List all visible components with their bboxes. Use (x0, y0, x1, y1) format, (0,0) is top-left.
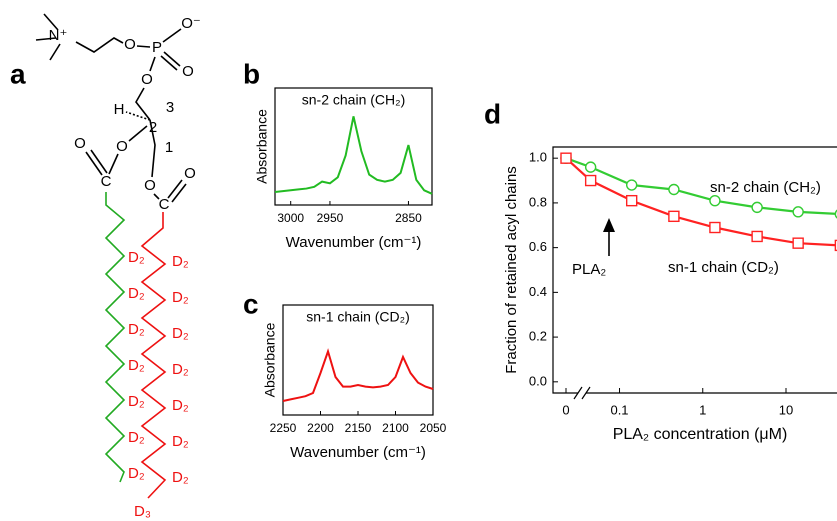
deuterium-label: D₂ (172, 325, 189, 342)
deuterium-label: D₃ (134, 503, 151, 520)
deuterium-label: D₂ (128, 321, 145, 338)
x-axis-label: Wavenumber (cm⁻¹) (286, 234, 422, 251)
x-tick-label: 2050 (420, 421, 447, 435)
panel-letter: c (243, 288, 259, 319)
axis-break (581, 386, 591, 400)
x-tick-label: 0.1 (610, 402, 628, 417)
deuterium-label: D₂ (172, 289, 189, 306)
x-tick-label: 2200 (307, 421, 334, 435)
marker (668, 210, 680, 223)
y-axis-label: Fraction of retained acyl chains (503, 166, 520, 374)
deuterium-label: D₂ (128, 357, 145, 374)
axis-break (573, 386, 583, 400)
x-tick-label: 10 (779, 402, 793, 417)
plot-frame (274, 87, 433, 206)
marker (584, 161, 597, 173)
panel-title: sn-1 chain (CD₂) (306, 309, 409, 325)
atom-label: H (114, 101, 125, 118)
x-tick-label: 2100 (382, 421, 409, 435)
axis-break-gap (578, 387, 586, 399)
annotation-arrowhead (603, 218, 615, 232)
marker (792, 206, 804, 218)
marker (560, 152, 572, 164)
marker (709, 194, 721, 207)
atom-label: O (116, 138, 128, 155)
marker (709, 221, 721, 234)
marker (834, 239, 837, 252)
x-tick-label: 2850 (395, 211, 422, 225)
x-axis-label: PLA₂ concentration (μM) (613, 426, 788, 443)
deuterium-label: D₂ (128, 249, 145, 266)
atom-label: C (101, 173, 112, 190)
y-tick-label: 0.8 (529, 194, 547, 209)
atom-label: P (152, 39, 162, 56)
panel-letter: d (484, 98, 501, 129)
y-axis-label: Absorbance (254, 109, 270, 184)
atom-label: O (184, 165, 196, 182)
deuterium-label: D₂ (172, 361, 189, 378)
x-tick-label: 1 (699, 402, 706, 417)
legend-label: sn-1 chain (CD₂) (668, 259, 779, 276)
x-tick-label: 0 (562, 402, 569, 417)
annotation: PLA₂ (572, 261, 606, 278)
marker (751, 201, 763, 214)
panel-title: sn-2 chain (CH₂) (302, 92, 405, 108)
spectrum-line (282, 348, 434, 402)
marker (625, 194, 638, 207)
deuterium-label: D₂ (172, 397, 189, 414)
deuterium-label: D₂ (128, 465, 145, 482)
plot-frame (552, 146, 837, 394)
atom-label: C (159, 196, 170, 213)
atom-label: N⁺ (49, 27, 68, 44)
x-tick-label: 2950 (317, 211, 344, 225)
atom-label: O (182, 63, 194, 80)
y-tick-label: 1.0 (529, 150, 547, 165)
panel-letter: b (243, 58, 260, 89)
x-axis-label: Wavenumber (cm⁻¹) (290, 444, 426, 461)
series-line (565, 157, 837, 216)
x-tick-label: 2150 (345, 421, 372, 435)
deuterium-label: D₂ (172, 253, 189, 270)
atom-label: 3 (166, 99, 174, 116)
marker (584, 174, 597, 187)
atom-label: O (144, 177, 156, 194)
deuterium-label: D₂ (172, 433, 189, 450)
y-tick-label: 0.2 (529, 329, 547, 344)
legend-label: sn-2 chain (CH₂) (710, 179, 821, 196)
x-tick-label: 2250 (270, 421, 297, 435)
marker (751, 230, 763, 243)
deuterium-label: D₂ (128, 285, 145, 302)
x-tick-label: 3000 (277, 211, 304, 225)
atom-label: 1 (165, 139, 173, 156)
y-tick-label: 0.6 (529, 239, 547, 254)
series-line (565, 157, 837, 247)
marker (792, 237, 804, 249)
deuterium-label: D₂ (128, 393, 145, 410)
deuterium-label: D₂ (128, 429, 145, 446)
atom-label: O (74, 135, 86, 152)
marker (625, 179, 638, 191)
marker (668, 183, 680, 196)
atom-label: O⁻ (181, 15, 201, 32)
atom-label: O (141, 71, 153, 88)
y-axis-label: Absorbance (262, 322, 278, 397)
y-tick-label: 0.0 (529, 373, 547, 388)
structure-bonds (35, 13, 187, 499)
panel-letter: a (10, 58, 26, 89)
y-tick-label: 0.4 (529, 284, 547, 299)
deuterium-label: D₂ (172, 469, 189, 486)
atom-label: O (124, 36, 136, 53)
spectrum-line (274, 116, 433, 195)
atom-label: 2 (149, 119, 157, 136)
